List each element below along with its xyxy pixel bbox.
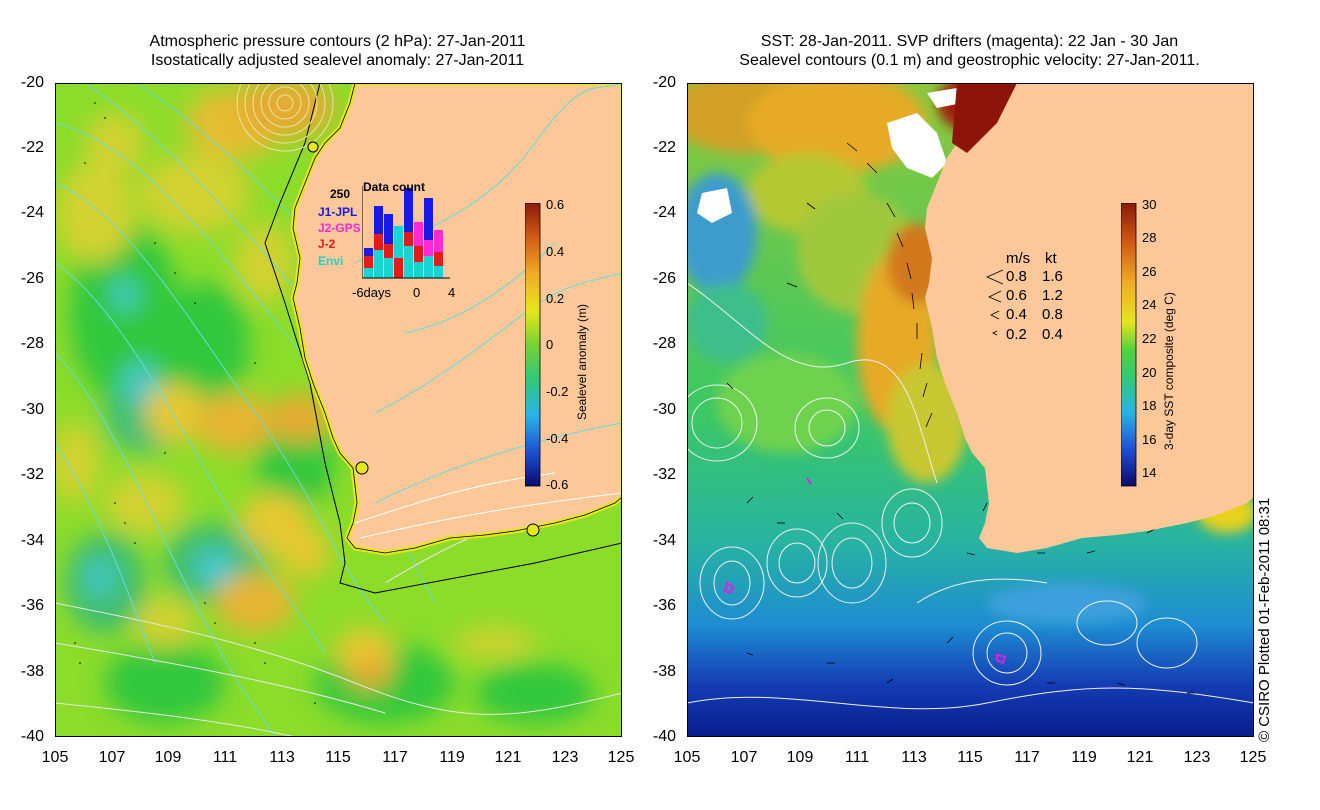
sl-cb-tick: -0.2 [546,384,569,399]
left-x-tick: 117 [382,749,408,766]
legend-j-2: J-2 [318,237,336,251]
sst-cb-tick: 16 [1142,432,1157,447]
left-y-tick: -36 [20,597,44,614]
histogram-xlabel-right: 4 [448,285,456,300]
velocity-legend-kt: 1.6 [1042,268,1063,285]
velocity-legend-kt: 0.8 [1042,306,1063,323]
right-y-tick: -32 [652,466,676,483]
velocity-legend-ms: 0.4 [1006,306,1027,323]
histogram-title: Data count [363,180,426,194]
right-x-tick: 107 [730,749,758,766]
right-y-tick: -24 [652,204,676,221]
right-x-tick: 119 [1071,749,1097,766]
velocity-legend-ms: 0.2 [1006,326,1027,343]
velocity-legend-ms: 0.8 [1006,268,1027,285]
histogram-xlabel-mid: 0 [413,285,421,300]
tide-gauge-marker [355,461,369,475]
right-y-tick: -38 [652,663,676,680]
sst-cb-tick: 26 [1142,264,1157,279]
right-y-tick: -30 [652,401,676,418]
svp-drifters [723,477,1007,665]
right-title-line2: Sealevel contours (0.1 m) and geostrophi… [739,52,1200,69]
velocity-arrows [726,142,1195,694]
legend-envi: Envi [318,254,344,268]
histogram-xlabel-left: -6days [352,285,392,300]
left-y-tick: -38 [20,663,44,680]
tide-gauge-marker [526,523,540,537]
right-x-tick: 113 [901,749,927,766]
right-x-tick: 105 [673,749,701,766]
sst-cb-tick: 28 [1142,230,1157,245]
left-y-tick: -32 [20,466,44,483]
sl-cb-tick: 0 [546,337,554,352]
sst-cb-tick: 24 [1142,297,1157,312]
left-y-tick: -28 [20,335,44,352]
right-y-tick: -20 [652,74,676,91]
histogram-max-label: 250 [330,187,351,201]
left-y-tick: -26 [20,270,44,287]
left-x-tick: 123 [551,749,579,766]
histogram-bars [364,188,443,278]
left-x-tick: 107 [98,749,126,766]
left-x-tick: 119 [439,749,465,766]
sl-cb-tick: 0.2 [546,291,565,306]
sst-colorbar-label: 3-day SST composite (deg C) [1162,292,1176,450]
right-y-tick: -34 [652,532,676,549]
right-x-tick: 121 [1126,749,1154,766]
sl-cb-tick: -0.6 [546,477,569,492]
australia-landmass-sst [925,83,1254,553]
velocity-legend-kt: 1.2 [1042,287,1063,304]
velocity-legend-ms: 0.6 [1006,287,1027,304]
right-map [687,83,1254,737]
left-x-tick: 111 [212,749,238,766]
legend-j1-jpl: J1-JPL [318,205,358,219]
sst-cb-tick: 18 [1142,398,1157,413]
right-y-tick: -28 [652,335,676,352]
sst-colorbar [1121,203,1137,487]
velocity-legend-arrows [986,269,1004,336]
velocity-legend-kt: 0.4 [1042,326,1063,343]
left-y-tick: -40 [20,728,44,745]
sst-cb-tick: 14 [1142,465,1157,480]
right-x-tick: 109 [786,749,814,766]
left-x-tick: 113 [269,749,295,766]
right-x-tick: 111 [844,749,870,766]
left-y-tick: -30 [20,401,44,418]
right-y-tick: -22 [652,139,676,156]
left-title-line1: Atmospheric pressure contours (2 hPa): 2… [149,33,526,50]
sl-cb-tick: -0.4 [546,431,569,446]
right-x-tick: 117 [1014,749,1040,766]
sst-cb-tick: 20 [1142,365,1157,380]
sl-cb-tick: 0.4 [546,244,565,259]
left-x-tick: 109 [154,749,182,766]
legend-j2-gps: J2-GPS [318,221,361,235]
right-x-tick: 123 [1183,749,1211,766]
left-x-tick: 115 [325,749,351,766]
sst-cb-tick: 22 [1142,331,1157,346]
right-y-tick: -36 [652,597,676,614]
sl-colorbar-label: Sealevel anomaly (m) [575,303,589,420]
velocity-legend-header-kt: kt [1045,250,1057,267]
right-x-tick: 125 [1239,749,1267,766]
tide-gauge-marker [307,141,319,153]
velocity-legend-header-ms: m/s [1006,250,1031,267]
right-y-tick: -40 [652,728,676,745]
sealevel-colorbar [525,203,541,487]
left-y-tick: -34 [20,532,44,549]
right-y-tick: -26 [652,270,676,287]
left-x-tick: 105 [41,749,69,766]
left-y-tick: -20 [20,74,44,91]
right-x-tick: 115 [957,749,983,766]
csiro-credit: © CSIRO Plotted 01-Feb-2011 08:31 [1256,497,1273,742]
left-x-tick: 121 [494,749,522,766]
left-x-tick: 125 [607,749,635,766]
data-count-histogram [362,186,450,279]
sst-cb-tick: 30 [1142,197,1157,212]
left-y-tick: -24 [20,204,44,221]
right-title-line1: SST: 28-Jan-2011. SVP drifters (magenta)… [760,33,1179,50]
left-title-line2: Isostatically adjusted sealevel anomaly:… [150,52,525,69]
left-y-tick: -22 [20,139,44,156]
sl-cb-tick: 0.6 [546,197,565,212]
